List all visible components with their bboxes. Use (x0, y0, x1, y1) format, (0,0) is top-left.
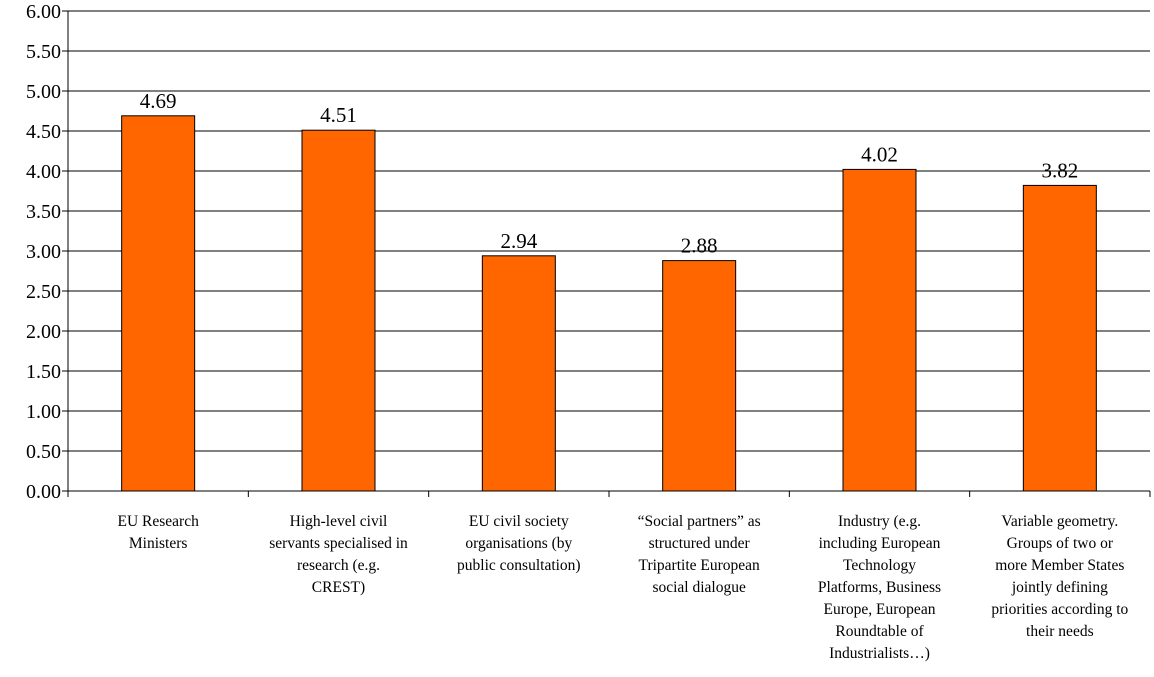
data-label: 2.94 (500, 229, 537, 253)
y-tick-label: 3.50 (26, 201, 61, 223)
category-label-line: including European (819, 535, 941, 552)
axes (67, 11, 1151, 497)
category-label-line: EU Research (117, 513, 199, 530)
y-tick-label: 5.50 (26, 41, 61, 63)
bar (121, 115, 196, 492)
category-label-line: Industrialists…) (829, 645, 930, 662)
y-tick-label: 5.00 (26, 81, 61, 103)
category-label-line: structured under (649, 535, 751, 552)
category-label-line: EU civil society (469, 513, 569, 530)
category-label-line: priorities according to (991, 601, 1128, 618)
bar (301, 129, 376, 492)
bar (1022, 184, 1097, 492)
bar (481, 255, 556, 492)
category-label-line: Groups of two or (1007, 535, 1114, 552)
category-label-line: Technology (843, 557, 916, 574)
y-tick-label: 0.00 (26, 481, 61, 503)
y-tick-label: 1.00 (26, 401, 61, 423)
category-label-line: CREST) (312, 579, 365, 596)
category-label-line: Ministers (129, 535, 188, 552)
y-tick-label: 0.50 (26, 441, 61, 463)
category-label-line: servants specialised in (269, 535, 408, 552)
data-label: 4.69 (140, 89, 177, 113)
data-label: 4.02 (861, 142, 898, 166)
category-label-line: jointly defining (1011, 579, 1108, 596)
bar (842, 168, 917, 492)
data-label: 2.88 (681, 234, 718, 258)
gridlines (62, 10, 1150, 492)
category-label-line: Industry (e.g. (838, 513, 921, 530)
category-label-line: their needs (1026, 623, 1094, 640)
category-label-line: social dialogue (652, 579, 746, 596)
y-tick-label: 2.50 (26, 281, 61, 303)
labels: 0.00 0.50 1.00 1.50 2.00 2.50 3.00 3.50 4.00 4.50… (26, 1, 1129, 662)
y-tick-label: 2.00 (26, 321, 61, 343)
category-label-line: High-level civil (290, 513, 388, 530)
category-label-line: research (e.g. (297, 557, 380, 574)
data-label: 3.82 (1041, 158, 1078, 182)
data-label: 4.51 (320, 103, 357, 127)
category-label-line: public consultation) (457, 557, 581, 574)
category-label-line: Tripartite European (639, 557, 760, 574)
category-label-line: Europe, European (824, 601, 936, 618)
y-tick-label: 3.00 (26, 241, 61, 263)
category-label-line: “Social partners” as (638, 513, 761, 530)
category-label-line: more Member States (995, 557, 1124, 574)
y-tick-label: 4.50 (26, 121, 61, 143)
bar (662, 260, 737, 492)
y-tick-label: 4.00 (26, 161, 61, 183)
category-label-line: Variable geometry. (1001, 513, 1118, 530)
y-tick-label: 6.00 (26, 1, 61, 23)
bars (121, 115, 1097, 492)
category-label-line: Platforms, Business (818, 579, 941, 596)
y-tick-label: 1.50 (26, 361, 61, 383)
category-label-line: organisations (by (465, 535, 572, 552)
category-label-line: Roundtable of (835, 623, 924, 640)
